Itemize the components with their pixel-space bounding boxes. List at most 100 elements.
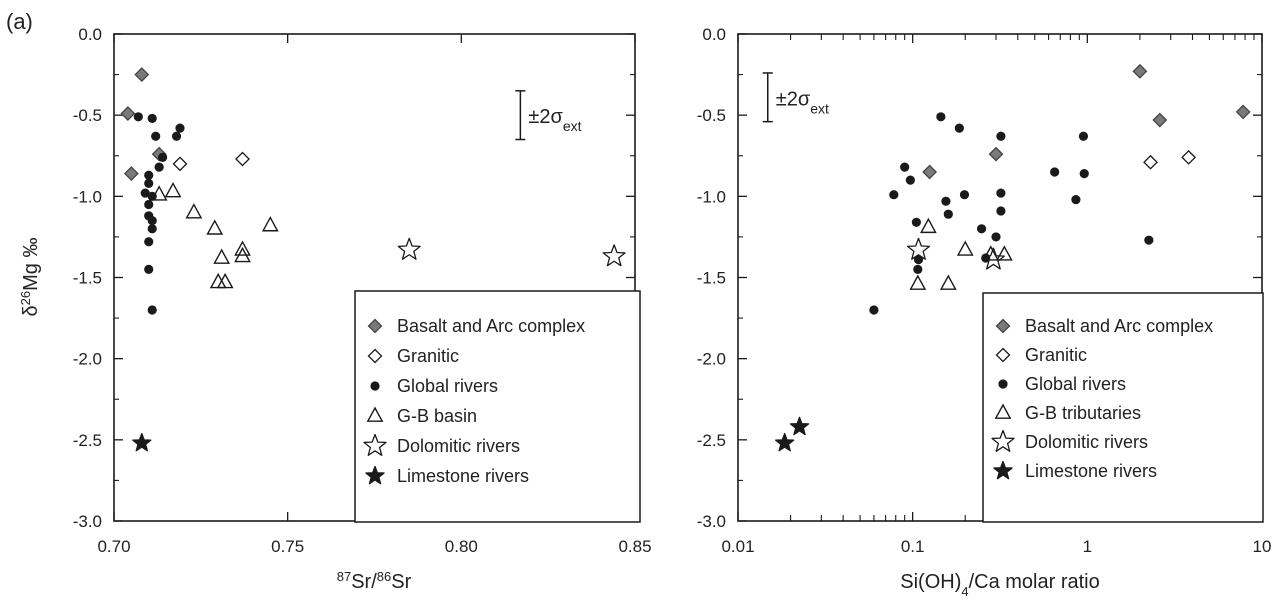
y-tick-label: 0.0 bbox=[78, 25, 102, 44]
legend-item-dolomitic-rivers: Dolomitic rivers bbox=[363, 433, 520, 456]
point-global-rivers bbox=[959, 190, 970, 200]
legend-item-g-b-basin: G-B basin bbox=[366, 406, 477, 426]
y-tick-label: -2.0 bbox=[697, 350, 726, 369]
point-global-rivers bbox=[991, 232, 1001, 242]
point-global-rivers bbox=[913, 264, 923, 274]
point-g-b-basin bbox=[209, 272, 227, 289]
point-limestone-rivers bbox=[789, 416, 810, 436]
x-tick-label: 0.80 bbox=[445, 537, 478, 556]
point-basalt-and-arc-complex bbox=[1235, 104, 1251, 120]
point-g-b-basin bbox=[234, 246, 251, 263]
series-granitic bbox=[1143, 149, 1197, 170]
point-dolomitic-rivers bbox=[906, 237, 931, 260]
point-global-rivers bbox=[144, 178, 154, 188]
point-global-rivers bbox=[133, 112, 143, 122]
legend-item-limestone-rivers: Limestone rivers bbox=[993, 460, 1157, 481]
point-g-b-basin bbox=[234, 240, 251, 256]
point-g-b-tributaries bbox=[939, 274, 957, 290]
legend-marker bbox=[994, 403, 1012, 419]
point-basalt-and-arc-complex bbox=[123, 166, 139, 182]
y-tick-label: -3.0 bbox=[73, 512, 102, 531]
series-g-b-basin bbox=[150, 182, 279, 289]
point-global-rivers bbox=[147, 305, 157, 315]
legend-label: Limestone rivers bbox=[397, 466, 529, 486]
point-global-rivers bbox=[1079, 169, 1089, 179]
x-axis: 0.70 0.75 0.80 0.85 bbox=[97, 34, 652, 556]
series-basalt-and-arc-complex bbox=[922, 63, 1251, 180]
legend-marker bbox=[367, 348, 383, 364]
point-dolomitic-rivers bbox=[397, 237, 421, 260]
point-global-rivers bbox=[996, 206, 1006, 216]
point-global-rivers bbox=[175, 123, 185, 133]
point-global-rivers bbox=[911, 217, 921, 227]
legend-marker bbox=[370, 381, 380, 391]
point-g-b-tributaries bbox=[909, 274, 927, 290]
point-global-rivers bbox=[144, 199, 154, 210]
point-global-rivers bbox=[936, 112, 946, 122]
point-global-rivers bbox=[954, 123, 964, 133]
point-basalt-and-arc-complex bbox=[1152, 112, 1168, 128]
legend: Basalt and Arc complex Granitic Global riv… bbox=[982, 292, 1264, 523]
x-tick-label: 1 bbox=[1083, 537, 1092, 556]
legend-marker bbox=[366, 406, 384, 422]
point-global-rivers bbox=[996, 131, 1006, 141]
legend-label: G-B basin bbox=[397, 406, 477, 426]
point-granitic bbox=[172, 156, 188, 172]
legend-marker bbox=[991, 429, 1015, 452]
point-global-rivers bbox=[1071, 194, 1081, 205]
point-global-rivers bbox=[151, 131, 161, 141]
point-g-b-basin bbox=[216, 272, 234, 289]
legend-label: Dolomitic rivers bbox=[1025, 432, 1148, 452]
y-tick-label: -1.0 bbox=[697, 187, 726, 206]
point-g-b-basin bbox=[206, 219, 224, 235]
legend-item-basalt-and-arc-complex: Basalt and Arc complex bbox=[367, 316, 585, 336]
series-g-b-tributaries bbox=[909, 217, 1013, 290]
x-tick-label: 0.1 bbox=[901, 537, 925, 556]
point-g-b-basin bbox=[213, 248, 231, 264]
point-global-rivers bbox=[905, 175, 915, 185]
error-bar: ±2σext bbox=[515, 90, 582, 141]
left-scatter-panel: 0.0-0.5-1.0-1.5-2.0-2.5-3.00.70 0.75 0.80 0… bbox=[18, 25, 652, 593]
legend-label: Limestone rivers bbox=[1025, 461, 1157, 481]
point-basalt-and-arc-complex bbox=[134, 67, 150, 83]
y-tick-label: -2.0 bbox=[73, 350, 102, 369]
legend-item-global-rivers: Global rivers bbox=[370, 376, 498, 396]
error-bar-label: ±2σext bbox=[528, 106, 581, 134]
point-g-b-tributaries bbox=[982, 245, 1000, 261]
legend-marker bbox=[365, 465, 385, 485]
point-g-b-basin bbox=[150, 185, 168, 201]
legend-marker bbox=[998, 379, 1008, 389]
legend-label: Global rivers bbox=[1025, 374, 1126, 394]
legend-item-granitic: Granitic bbox=[367, 346, 459, 366]
point-dolomitic-rivers bbox=[602, 244, 626, 267]
point-g-b-tributaries bbox=[919, 217, 937, 234]
data-points bbox=[120, 67, 626, 452]
point-global-rivers bbox=[996, 188, 1006, 198]
point-global-rivers bbox=[1078, 131, 1089, 141]
series-global-rivers bbox=[869, 112, 1154, 315]
x-axis-title: 87Sr/86Sr bbox=[337, 569, 412, 594]
legend-box bbox=[982, 292, 1264, 523]
x-tick-label: 0.01 bbox=[721, 537, 754, 556]
y-tick-label: -1.5 bbox=[73, 269, 102, 288]
point-global-rivers bbox=[158, 152, 168, 162]
point-global-rivers bbox=[144, 237, 154, 247]
point-basalt-and-arc-complex bbox=[1132, 63, 1148, 79]
x-tick-label: 0.75 bbox=[271, 537, 304, 556]
point-global-rivers bbox=[1144, 235, 1154, 245]
legend-label: Basalt and Arc complex bbox=[1025, 316, 1213, 336]
point-global-rivers bbox=[913, 255, 924, 265]
point-basalt-and-arc-complex bbox=[922, 164, 938, 180]
series-global-rivers bbox=[133, 112, 185, 315]
point-global-rivers bbox=[943, 209, 953, 219]
legend-item-dolomitic-rivers: Dolomitic rivers bbox=[991, 429, 1148, 452]
point-g-b-basin bbox=[185, 203, 203, 219]
point-g-b-tributaries bbox=[995, 245, 1013, 261]
point-granitic bbox=[235, 151, 250, 167]
legend: Basalt and Arc complex Granitic Global riv… bbox=[354, 290, 641, 523]
error-bar: ±2σext bbox=[762, 72, 829, 123]
y-tick-label: 0.0 bbox=[702, 25, 726, 44]
x-tick-label: 10 bbox=[1253, 537, 1272, 556]
y-tick-label: -1.5 bbox=[697, 269, 726, 288]
